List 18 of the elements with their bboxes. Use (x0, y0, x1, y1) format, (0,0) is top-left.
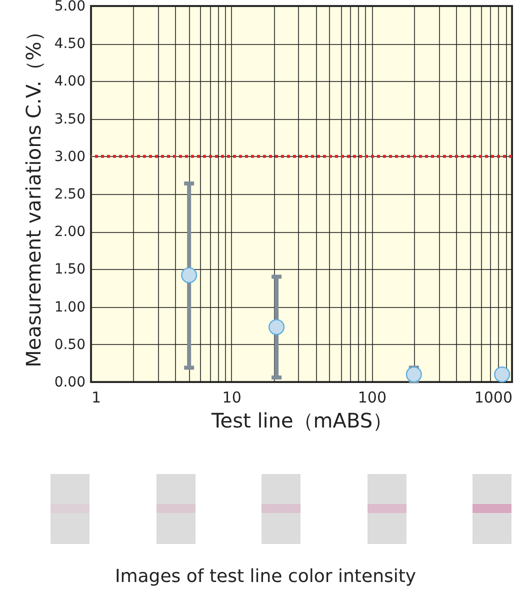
y-tick-label: 1.00 (54, 299, 86, 316)
y-tick-label: 2.50 (54, 186, 86, 202)
x-tick-label: 10 (222, 388, 242, 406)
y-tick-label: 1.50 (54, 262, 86, 278)
x-axis-title: Test line（mABS） (210, 408, 393, 432)
text: Images of test line color intensity (114, 566, 418, 587)
x-tick-label: 100 (358, 388, 386, 406)
y-axis-title: Measurement variations C.V.（%） (21, 22, 46, 368)
x-tick-label: 1000 (474, 388, 512, 406)
y-tick-label: 4.50 (54, 36, 86, 52)
y-tick-label: 0.50 (54, 336, 86, 353)
x-tick-label: 1 (92, 388, 102, 406)
y-tick-label: 3.00 (54, 148, 86, 165)
y-tick-label: 2.00 (54, 224, 86, 240)
y-tick-label: 5.00 (54, 0, 86, 14)
y-tick-label: 3.50 (54, 111, 86, 128)
y-tick-label: 0.00 (54, 374, 86, 390)
y-tick-label: 4.00 (54, 74, 86, 90)
